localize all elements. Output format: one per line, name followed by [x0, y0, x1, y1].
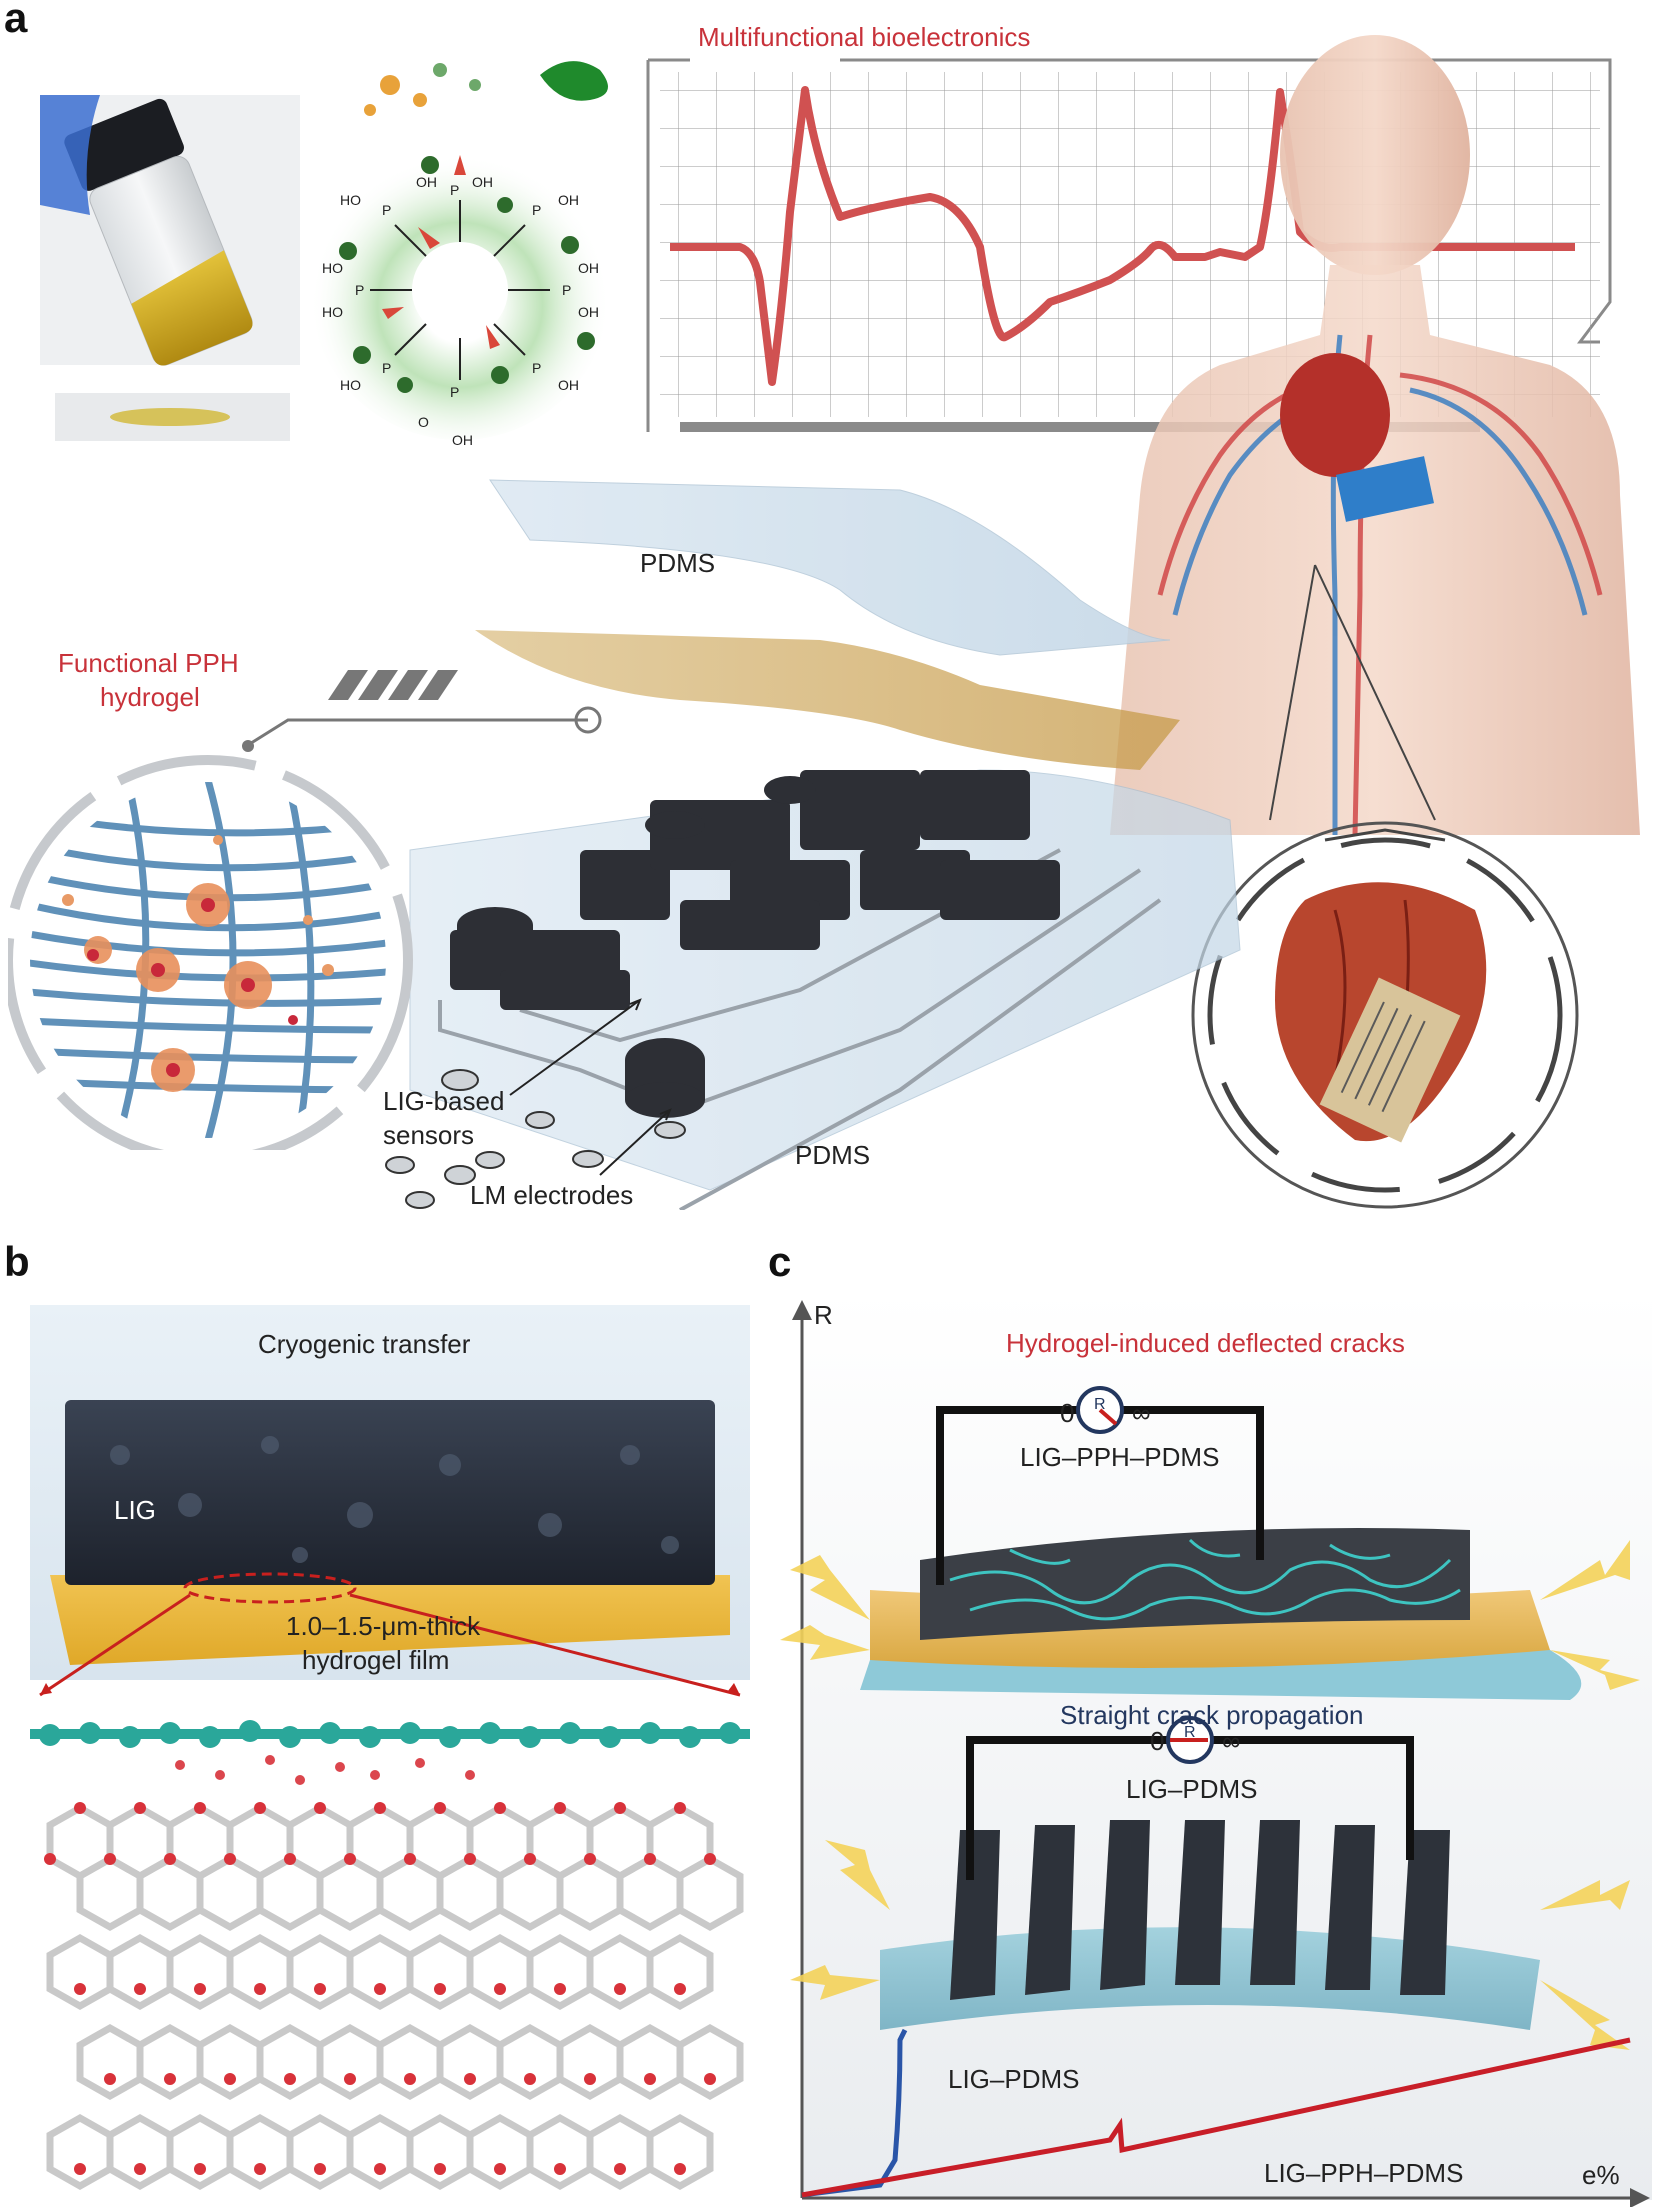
hydrogel-label-line1: Functional PPH: [58, 648, 239, 678]
panel-a: P OH OH P O OH HO P P OH OH HO P P P P H…: [8, 22, 1640, 1210]
bacteria-shape: [540, 61, 608, 101]
svg-text:OH: OH: [558, 377, 579, 393]
meter-bottom-r: R: [1184, 1724, 1196, 1741]
svg-text:HO: HO: [340, 377, 361, 393]
curve-label-blue: LIG–PDMS: [948, 2064, 1080, 2094]
glove: [40, 95, 100, 215]
device-exploded-view: [385, 479, 1241, 1210]
ecg-trace: [670, 86, 1575, 386]
zoom-lines: [1269, 564, 1436, 821]
lig-label: LIG: [114, 1495, 156, 1525]
hydrogel-network-circle: [8, 670, 602, 1150]
group-p-1: P: [450, 182, 459, 198]
lig-block: [65, 1400, 715, 1585]
pph-molecule-diagram: P OH OH P O OH HO P P OH OH HO P P P P H…: [310, 61, 610, 448]
cryogenic-transfer-title: Cryogenic transfer: [258, 1329, 471, 1359]
curve-label-red: LIG–PPH–PDMS: [1264, 2158, 1464, 2188]
group-oh-1: OH: [416, 174, 437, 190]
svg-text:P: P: [382, 202, 391, 218]
meter-top-zero: 0: [1060, 1398, 1075, 1428]
x-axis-label: e%: [1582, 2160, 1620, 2190]
svg-text:P: P: [382, 360, 391, 376]
zoom-ellipse: [183, 1572, 357, 1604]
meter-top-r: R: [1094, 1396, 1106, 1413]
svg-text:HO: HO: [322, 260, 343, 276]
svg-text:P: P: [532, 360, 541, 376]
top-sample-label: LIG–PPH–PDMS: [1020, 1442, 1220, 1472]
human-body-illustration: [1110, 35, 1640, 835]
meter-top-inf: ∞: [1132, 1398, 1151, 1428]
svg-text:HO: HO: [340, 192, 361, 208]
svg-text:P: P: [532, 202, 541, 218]
meter-bottom-zero: 0: [1150, 1726, 1165, 1756]
curve-lig-pph-pdms: [801, 2037, 1631, 2198]
bottom-sample-label: LIG–PDMS: [1126, 1774, 1258, 1804]
vial-photo: [40, 95, 300, 441]
cryogenic-transfer-illustration: [30, 1305, 750, 2195]
curve-lig-pdms: [801, 2028, 908, 2198]
hydrogel-label-line2: hydrogel: [100, 682, 200, 712]
film-label-line1: 1.0–1.5-μm-thick: [286, 1611, 481, 1641]
sensors-label-line1: LIG-based: [383, 1086, 505, 1116]
film-label-line2: hydrogel film: [302, 1645, 450, 1675]
panel-letter-a: a: [4, 0, 28, 41]
panel-letter-b: b: [4, 1238, 30, 1285]
panel-letter-c: c: [768, 1238, 792, 1285]
heart-icon: [1280, 353, 1390, 477]
svg-text:OH: OH: [578, 304, 599, 320]
pdms-bottom-label: PDMS: [795, 1140, 871, 1170]
vial-cap: [64, 98, 184, 191]
pdms-top-label: PDMS: [640, 548, 716, 578]
hydrogel-film-photo: [110, 408, 230, 426]
svg-text:P: P: [355, 282, 364, 298]
electrodes-label: LM electrodes: [470, 1180, 634, 1210]
y-axis-label: R: [814, 1300, 833, 1330]
sensors-label-line2: sensors: [383, 1120, 475, 1150]
group-oh-2: OH: [472, 174, 493, 190]
svg-text:P: P: [562, 282, 571, 298]
heart-zoom-circle: [1191, 821, 1579, 1209]
lig-stripes: [950, 1820, 1450, 2000]
panel-a-title: Multifunctional bioelectronics: [698, 22, 1031, 52]
panel-b: Cryogenic transfer LIG 1.0–1.5-μm-thick …: [30, 1305, 750, 2195]
bottom-title: Straight crack propagation: [1060, 1700, 1364, 1730]
lig-pph-pdms-film: [920, 1528, 1470, 1640]
svg-text:OH: OH: [578, 260, 599, 276]
svg-text:OH: OH: [452, 432, 473, 448]
top-title: Hydrogel-induced deflected cracks: [1006, 1328, 1405, 1358]
svg-text:P: P: [450, 384, 459, 400]
svg-text:O: O: [418, 414, 429, 430]
panel-c: R e% Hydrogel-induced deflected cracks 0…: [770, 1260, 1654, 2207]
crack-mechanism-chart: [780, 1290, 1652, 2207]
meter-bottom-inf: ∞: [1222, 1726, 1241, 1756]
implant-patch: [1335, 456, 1435, 522]
label-arrows: [509, 998, 672, 1176]
svg-text:HO: HO: [322, 304, 343, 320]
svg-text:OH: OH: [558, 192, 579, 208]
electrode-icon: [441, 1069, 479, 1091]
